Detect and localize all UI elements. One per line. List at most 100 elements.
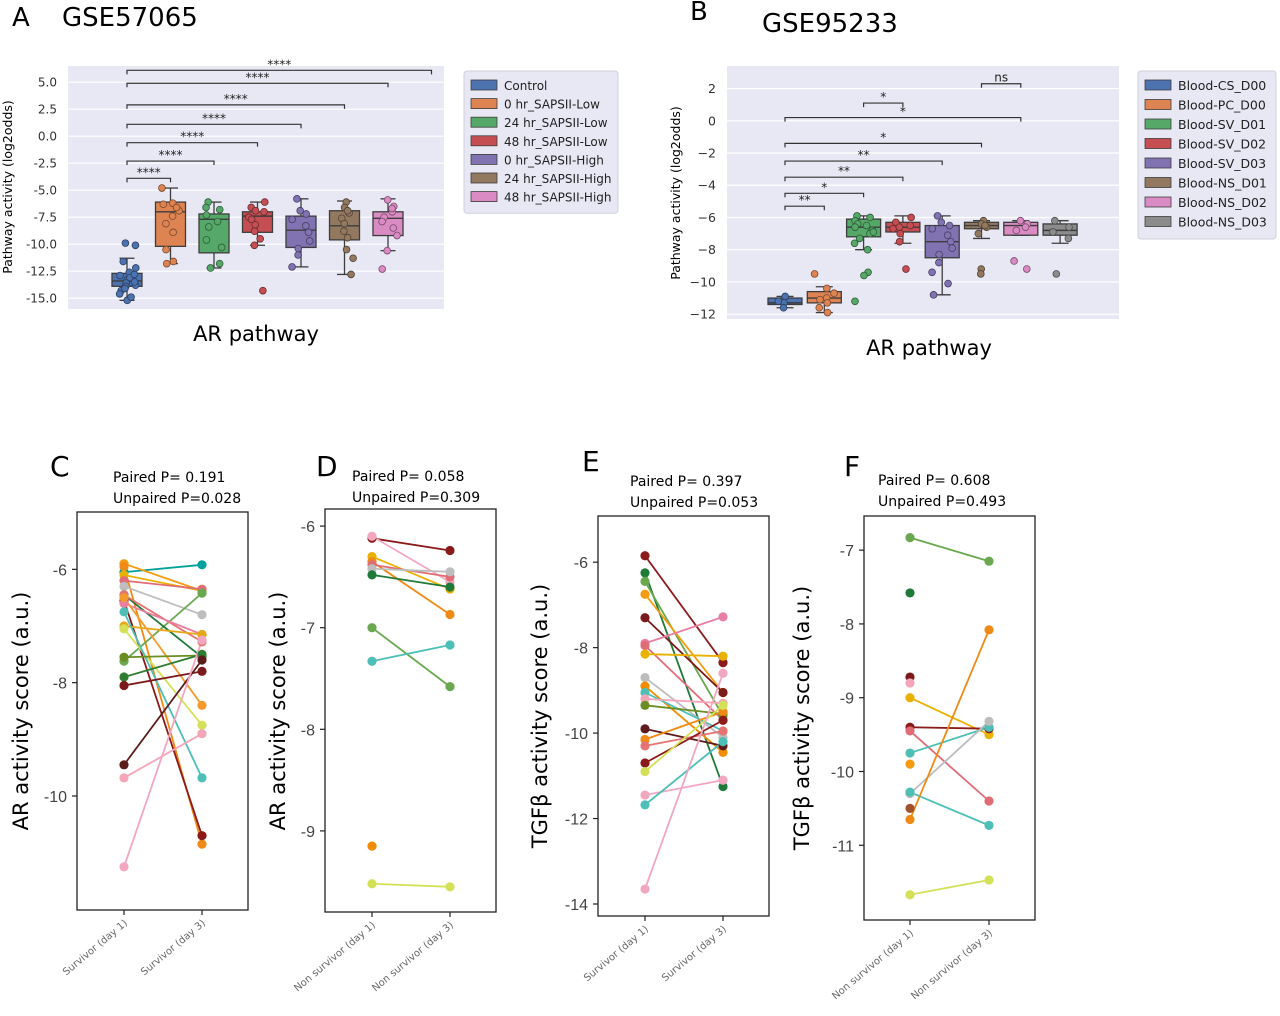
legend-swatch: [470, 98, 498, 109]
data-point: [304, 228, 313, 237]
panel-d-paired-p: Paired P= 0.058: [352, 469, 464, 485]
point-day1: [640, 681, 650, 691]
data-point: [1049, 228, 1057, 236]
y-tick-label: -2.5: [34, 157, 57, 171]
data-point: [343, 233, 352, 242]
data-point: [169, 257, 178, 266]
point-day1: [367, 623, 377, 633]
data-point: [342, 245, 351, 254]
data-point: [340, 227, 348, 236]
point-day1: [119, 672, 129, 682]
panel-b-letter: B: [690, 0, 708, 27]
y-tick-label: 2: [708, 81, 716, 96]
data-point: [206, 264, 215, 272]
data-point: [293, 195, 301, 203]
point-day3: [718, 775, 728, 785]
y-tick-label: −10: [690, 274, 716, 289]
data-point: [130, 278, 139, 286]
point-day1: [905, 759, 915, 769]
data-point: [388, 204, 396, 213]
significance-label: ****: [202, 111, 226, 125]
x-tick-label: Non survivor (day 1): [830, 928, 916, 1002]
significance-bracket: [863, 102, 904, 108]
panel-f-paired-p: Paired P= 0.608: [878, 473, 990, 489]
significance-bracket: [126, 177, 172, 183]
panel-c-unpaired-p: Unpaired P=0.028: [113, 491, 241, 507]
y-tick-label: -6: [574, 555, 588, 572]
y-tick-label: -6: [53, 562, 67, 579]
panel-f-plot: -7 -8 -9 -10 -11 Non survivor (day 1)Non surv…: [830, 532, 995, 1002]
point-day3: [197, 831, 207, 841]
point-day1: [640, 700, 650, 710]
box-Blood-CS_D00: [767, 292, 803, 312]
significance-label: **: [799, 193, 811, 207]
point-day1: [640, 724, 650, 734]
data-point: [823, 308, 832, 317]
panel-a-legend: Control 0 hr_SAPSII-Low 24 hr_SAPSII-Low 48…: [463, 70, 619, 214]
point-day1: [640, 741, 650, 751]
point-day3: [197, 588, 207, 598]
y-tick-label: 0: [708, 113, 716, 128]
box-Blood-NS_D03: [1042, 216, 1078, 278]
data-point: [810, 270, 819, 278]
point-day3: [718, 700, 728, 710]
data-point: [162, 259, 171, 268]
panel-d-letter: D: [316, 450, 338, 483]
point-day3: [197, 635, 207, 645]
pair-line: [123, 562, 203, 592]
point-day3: [984, 875, 994, 885]
data-point: [976, 270, 985, 278]
panel-a-y-ticks: 5.0 2.5 0.0 -2.5 -5.0 -7.5 -10.0 -12.5 -15.0: [26, 76, 57, 306]
panel-c-paired-p: Paired P= 0.191: [113, 470, 225, 486]
point-day3: [445, 609, 455, 620]
point-day1: [367, 531, 377, 541]
point-day1: [119, 773, 129, 783]
significance-bracket: [126, 104, 346, 109]
pair-line: [123, 579, 203, 591]
box-Blood-SV_D03: [924, 212, 960, 299]
data-point: [162, 219, 170, 228]
panel-c-plot: -6 -8 -10 Survivor (day 1) Survivor (day 3): [44, 559, 208, 978]
point-day1: [367, 570, 377, 580]
panel-b-x-axis-label: AR pathway: [866, 336, 992, 360]
significance-bracket: [980, 83, 1022, 88]
pair-line: [909, 730, 990, 802]
point-day1: [640, 576, 650, 587]
data-point: [1065, 223, 1073, 231]
point-day3: [197, 729, 207, 739]
y-tick-label: -5.0: [34, 184, 57, 198]
point-day1: [119, 593, 129, 603]
y-tick-label: 2.5: [38, 103, 57, 117]
data-point: [851, 297, 859, 306]
legend-label: Blood-CS_D00: [1178, 78, 1266, 93]
box-iqr: [372, 211, 404, 237]
box-24 hr_SAPSII-High: [328, 198, 361, 279]
significance-bracket: [126, 69, 433, 75]
pair-line: [909, 726, 990, 754]
data-point: [928, 224, 937, 233]
data-point: [347, 270, 355, 279]
panel-a-letter: A: [12, 3, 30, 33]
data-point: [1051, 216, 1059, 225]
x-tick-label: Non survivor (day 1): [292, 920, 378, 994]
pair-line: [123, 654, 203, 659]
point-day1: [640, 694, 650, 704]
x-tick-label: Non survivor (day 3): [370, 920, 456, 994]
point-day3: [984, 556, 994, 566]
point-day3: [197, 720, 207, 730]
legend-swatch: [1144, 138, 1172, 149]
y-tick-label: -11: [832, 838, 854, 855]
data-point: [937, 218, 946, 227]
point-day3: [197, 773, 207, 783]
data-point: [850, 239, 859, 248]
point-day1: [905, 803, 915, 813]
data-point: [121, 284, 129, 293]
significance-bracket: [784, 205, 825, 211]
box-48 hr_SAPSII-Low: [241, 198, 274, 295]
legend-label: Control: [504, 79, 547, 93]
data-point: [781, 292, 789, 301]
data-point: [168, 212, 177, 220]
pair-line: [644, 685, 724, 754]
y-tick-label: −12: [690, 307, 716, 322]
box-Blood-NS_D02: [1003, 216, 1039, 273]
